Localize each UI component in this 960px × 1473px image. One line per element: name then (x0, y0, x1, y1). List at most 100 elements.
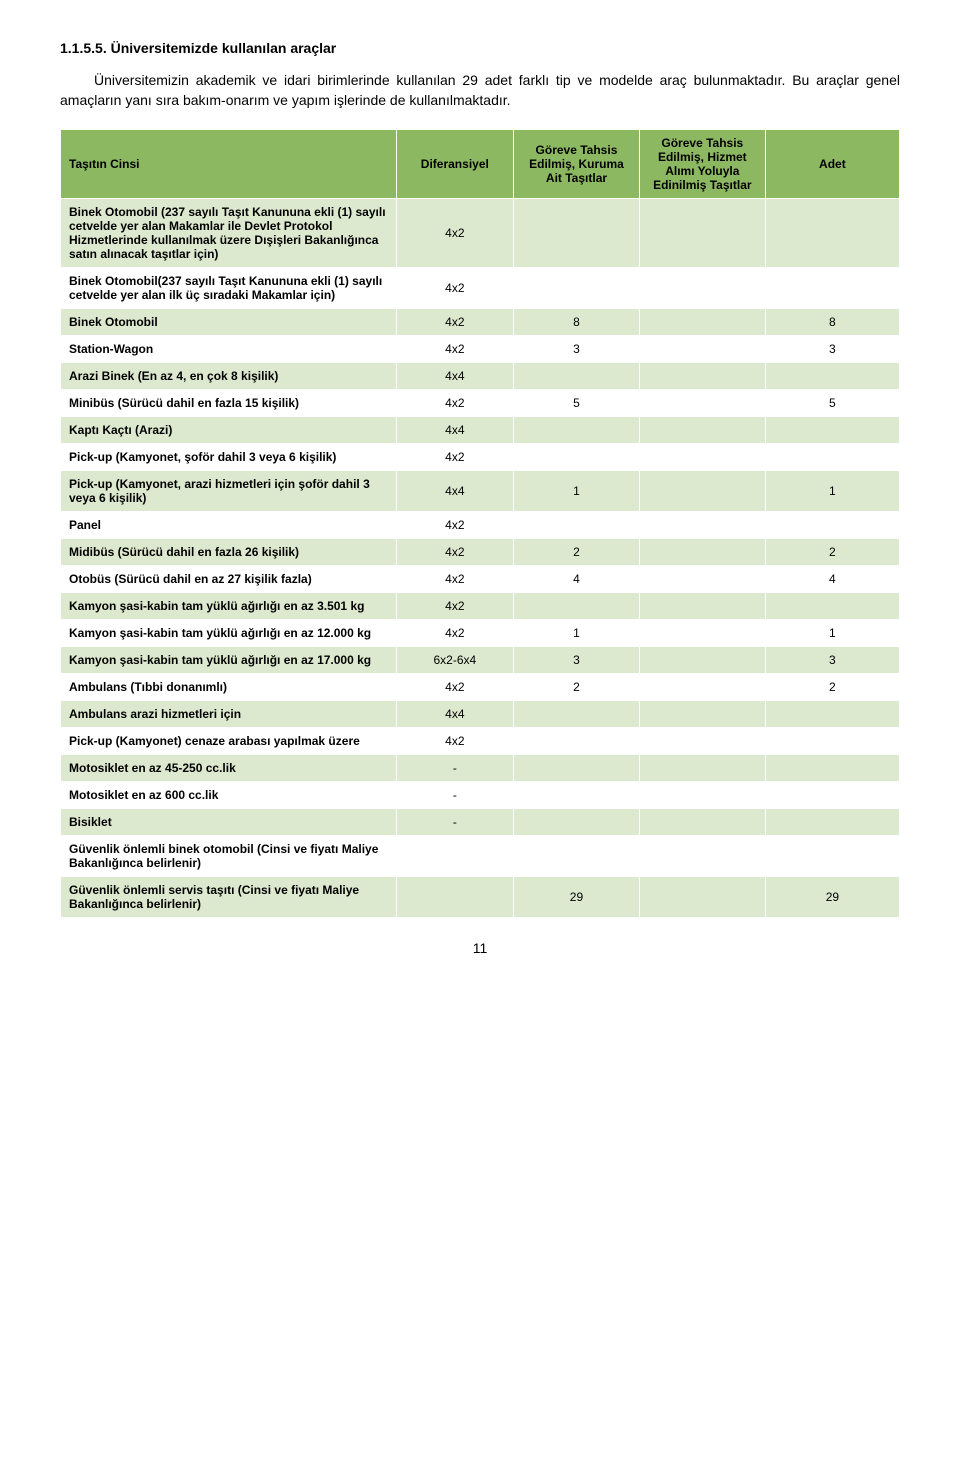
cell-g1: 29 (514, 876, 640, 917)
cell-g1 (514, 808, 640, 835)
cell-g2 (639, 700, 765, 727)
cell-g1 (514, 443, 640, 470)
cell-adet: 8 (765, 308, 899, 335)
table-row: Otobüs (Sürücü dahil en az 27 kişilik fa… (61, 565, 900, 592)
cell-name: Bisiklet (61, 808, 397, 835)
cell-g2 (639, 511, 765, 538)
table-row: Binek Otomobil (237 sayılı Taşıt Kanunun… (61, 198, 900, 267)
table-row: Kamyon şasi-kabin tam yüklü ağırlığı en … (61, 592, 900, 619)
cell-g1 (514, 592, 640, 619)
cell-g2 (639, 876, 765, 917)
cell-adet (765, 198, 899, 267)
cell-dif: 4x2 (396, 335, 513, 362)
cell-g1: 1 (514, 470, 640, 511)
cell-adet (765, 416, 899, 443)
cell-adet: 3 (765, 335, 899, 362)
cell-g2 (639, 808, 765, 835)
table-row: Kamyon şasi-kabin tam yüklü ağırlığı en … (61, 619, 900, 646)
cell-adet: 5 (765, 389, 899, 416)
table-row: Pick-up (Kamyonet) cenaze arabası yapılm… (61, 727, 900, 754)
cell-dif: 4x4 (396, 416, 513, 443)
cell-dif: 4x4 (396, 362, 513, 389)
cell-adet (765, 808, 899, 835)
cell-name: Ambulans (Tıbbi donanımlı) (61, 673, 397, 700)
table-row: Ambulans arazi hizmetleri için4x4 (61, 700, 900, 727)
cell-dif (396, 835, 513, 876)
cell-g1: 5 (514, 389, 640, 416)
table-row: Kaptı Kaçtı (Arazi)4x4 (61, 416, 900, 443)
cell-adet (765, 754, 899, 781)
table-row: Pick-up (Kamyonet, arazi hizmetleri için… (61, 470, 900, 511)
cell-g1: 2 (514, 538, 640, 565)
cell-g2 (639, 727, 765, 754)
table-row: Binek Otomobil4x288 (61, 308, 900, 335)
cell-dif: 4x4 (396, 700, 513, 727)
cell-name: Motosiklet en az 45-250 cc.lik (61, 754, 397, 781)
cell-g1 (514, 416, 640, 443)
cell-adet: 3 (765, 646, 899, 673)
table-row: Güvenlik önlemli binek otomobil (Cinsi v… (61, 835, 900, 876)
col-header-adet: Adet (765, 129, 899, 198)
cell-dif: 4x2 (396, 538, 513, 565)
cell-g1 (514, 781, 640, 808)
cell-g1 (514, 754, 640, 781)
cell-g1: 8 (514, 308, 640, 335)
cell-name: Minibüs (Sürücü dahil en fazla 15 kişili… (61, 389, 397, 416)
table-row: Panel4x2 (61, 511, 900, 538)
cell-name: Binek Otomobil (61, 308, 397, 335)
cell-g2 (639, 335, 765, 362)
cell-g2 (639, 267, 765, 308)
cell-g1 (514, 835, 640, 876)
cell-dif: 4x2 (396, 389, 513, 416)
table-row: Station-Wagon4x233 (61, 335, 900, 362)
cell-g2 (639, 389, 765, 416)
cell-g1 (514, 362, 640, 389)
cell-g1 (514, 267, 640, 308)
cell-g2 (639, 781, 765, 808)
table-row: Arazi Binek (En az 4, en çok 8 kişilik)4… (61, 362, 900, 389)
cell-dif: 4x2 (396, 267, 513, 308)
cell-dif: 4x2 (396, 308, 513, 335)
cell-dif: 4x4 (396, 470, 513, 511)
cell-name: Otobüs (Sürücü dahil en az 27 kişilik fa… (61, 565, 397, 592)
cell-dif (396, 876, 513, 917)
table-row: Motosiklet en az 600 cc.lik- (61, 781, 900, 808)
cell-g2 (639, 565, 765, 592)
cell-name: Arazi Binek (En az 4, en çok 8 kişilik) (61, 362, 397, 389)
cell-name: Station-Wagon (61, 335, 397, 362)
cell-name: Pick-up (Kamyonet, şoför dahil 3 veya 6 … (61, 443, 397, 470)
cell-adet (765, 781, 899, 808)
cell-g1 (514, 727, 640, 754)
cell-g2 (639, 308, 765, 335)
cell-adet (765, 700, 899, 727)
cell-g2 (639, 592, 765, 619)
cell-name: Pick-up (Kamyonet, arazi hizmetleri için… (61, 470, 397, 511)
cell-adet: 1 (765, 470, 899, 511)
cell-name: Pick-up (Kamyonet) cenaze arabası yapılm… (61, 727, 397, 754)
cell-adet: 29 (765, 876, 899, 917)
cell-name: Kamyon şasi-kabin tam yüklü ağırlığı en … (61, 619, 397, 646)
cell-g2 (639, 646, 765, 673)
cell-g2 (639, 416, 765, 443)
cell-g1 (514, 198, 640, 267)
cell-g2 (639, 470, 765, 511)
cell-dif: 4x2 (396, 565, 513, 592)
cell-dif: 4x2 (396, 727, 513, 754)
cell-adet (765, 592, 899, 619)
cell-adet (765, 511, 899, 538)
cell-name: Motosiklet en az 600 cc.lik (61, 781, 397, 808)
cell-dif: - (396, 808, 513, 835)
table-row: Motosiklet en az 45-250 cc.lik- (61, 754, 900, 781)
col-header-g2: Göreve Tahsis Edilmiş, Hizmet Alımı Yolu… (639, 129, 765, 198)
cell-name: Panel (61, 511, 397, 538)
col-header-g1: Göreve Tahsis Edilmiş, Kuruma Ait Taşıtl… (514, 129, 640, 198)
cell-adet (765, 267, 899, 308)
cell-g2 (639, 619, 765, 646)
cell-dif: 4x2 (396, 198, 513, 267)
cell-adet: 4 (765, 565, 899, 592)
cell-adet: 2 (765, 538, 899, 565)
cell-adet (765, 443, 899, 470)
col-header-name: Taşıtın Cinsi (61, 129, 397, 198)
cell-dif: 4x2 (396, 592, 513, 619)
cell-adet: 1 (765, 619, 899, 646)
